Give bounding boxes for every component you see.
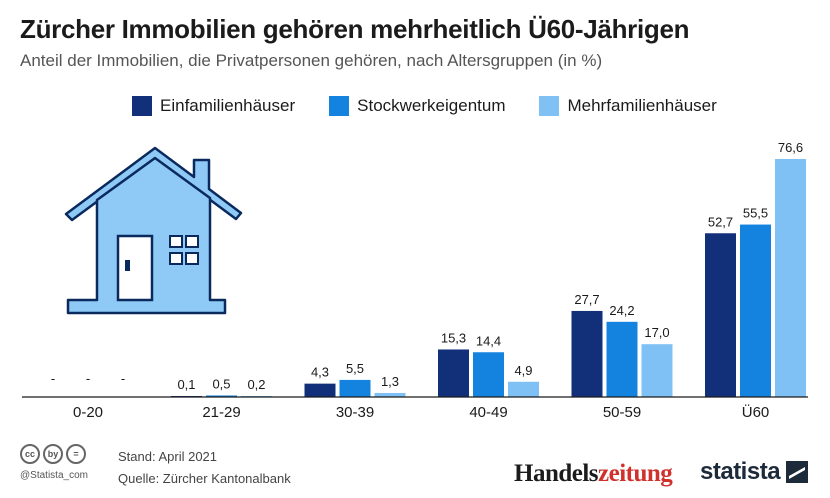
house-door <box>116 234 154 302</box>
bar <box>705 233 736 397</box>
statista-wordmark: statista <box>700 458 781 485</box>
legend-label: Stockwerkeigentum <box>357 96 506 115</box>
x-tick-label: 50-59 <box>603 404 641 421</box>
data-label: 17,0 <box>644 325 669 340</box>
source-quelle: Quelle: Zürcher Kantonalbank <box>118 471 291 486</box>
window-pane <box>169 235 183 248</box>
data-label: - <box>121 371 125 386</box>
window-pane <box>169 252 183 265</box>
data-label: - <box>86 371 90 386</box>
handelszeitung-logo[interactable]: Handelszeitung <box>514 460 673 488</box>
data-label: 5,5 <box>346 361 364 376</box>
data-label: - <box>51 371 55 386</box>
source-info: Stand: April 2021 Quelle: Zürcher Kanton… <box>118 446 291 490</box>
legend-swatch <box>329 96 350 116</box>
data-label: 24,2 <box>609 303 634 318</box>
bar <box>508 381 539 397</box>
bar <box>571 310 603 397</box>
statista-logo-icon <box>786 461 809 483</box>
bar <box>339 379 371 397</box>
legend-label: Mehrfamilienhäuser <box>567 96 717 115</box>
statista-logo[interactable]: statista <box>700 458 809 486</box>
legend-swatch <box>132 96 152 116</box>
data-label: 27,7 <box>574 292 599 307</box>
bar <box>304 383 336 397</box>
data-label: 1,3 <box>381 374 399 389</box>
door-knob <box>125 260 130 271</box>
legend-item-stockwerkeigentum: Stockwerkeigentum <box>329 96 505 116</box>
cc-icon: cc <box>20 444 40 464</box>
bar <box>473 352 504 397</box>
chart-subtitle: Anteil der Immobilien, die Privatpersone… <box>20 51 603 70</box>
bar <box>740 224 771 397</box>
data-label: 4,3 <box>311 365 329 380</box>
data-label: 14,4 <box>476 333 501 348</box>
legend: Einfamilienhäuser Stockwerkeigentum Mehr… <box>132 96 751 116</box>
window-pane <box>185 252 199 265</box>
legend-item-mehrfamilienhaeuser: Mehrfamilienhäuser <box>539 96 717 116</box>
house-illustration <box>64 146 243 315</box>
legend-item-einfamilienhaeuser: Einfamilienhäuser <box>132 96 295 116</box>
bar <box>641 344 673 397</box>
x-tick-label: 21-29 <box>202 404 240 421</box>
x-tick-label: Ü60 <box>742 403 770 421</box>
bar <box>438 349 469 397</box>
data-label: 76,6 <box>778 140 803 155</box>
logo-part: Handels <box>514 460 599 487</box>
chart-title: Zürcher Immobilien gehören mehrheitlich … <box>20 14 690 44</box>
statista-handle: @Statista_com <box>20 470 88 481</box>
license-block: cc by = @Statista_com <box>20 444 89 481</box>
bar <box>606 321 638 397</box>
x-tick-label: 40-49 <box>469 404 507 421</box>
nd-icon: = <box>66 444 86 464</box>
data-label: 4,9 <box>514 363 532 378</box>
x-tick-label: 30-39 <box>336 404 374 421</box>
bar <box>206 395 237 397</box>
stand-date: Stand: April 2021 <box>118 449 218 464</box>
window-pane <box>185 235 199 248</box>
bar <box>374 392 406 397</box>
x-tick-label: 0-20 <box>73 404 103 421</box>
logo-part: zeitung <box>598 460 673 487</box>
data-label: 0,5 <box>212 376 230 391</box>
data-label: 15,3 <box>441 330 466 345</box>
data-label: 52,7 <box>708 214 733 229</box>
legend-swatch <box>539 96 560 116</box>
x-tick-labels: 0-20 21-29 30-39 40-49 50-59 Ü60 <box>73 403 769 421</box>
data-label: 55,5 <box>743 206 768 221</box>
bars-group: - - - 0,1 0,5 0,2 4,3 5,5 1,3 15,3 14,4 4,9 27,7 24,2… <box>51 140 806 397</box>
legend-label: Einfamilienhäuser <box>160 96 296 115</box>
data-label: 0,2 <box>247 377 265 392</box>
data-label: 0,1 <box>177 377 195 392</box>
by-icon: by <box>43 444 63 464</box>
bar <box>775 159 806 397</box>
